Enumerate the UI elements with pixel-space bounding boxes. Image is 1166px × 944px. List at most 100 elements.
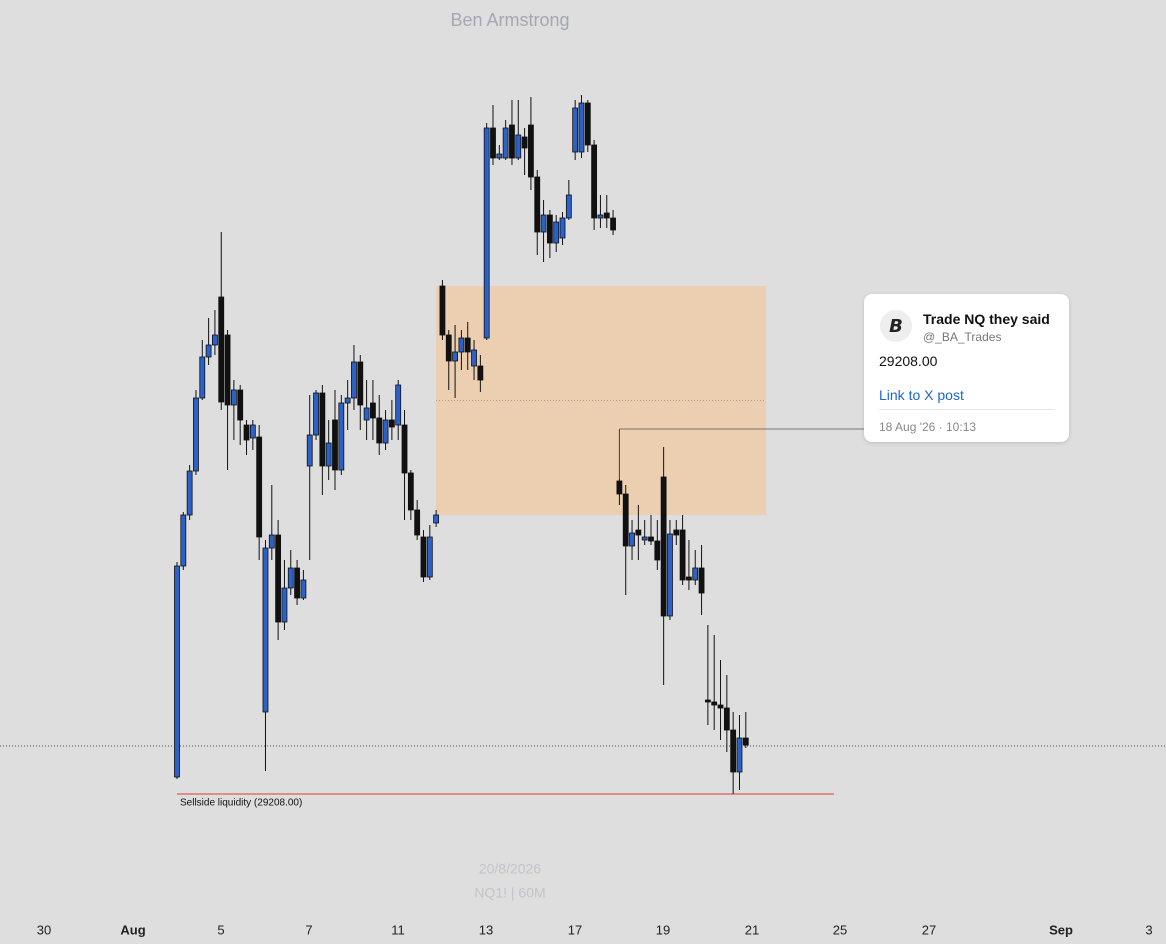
candles <box>174 95 749 794</box>
chart-title: Ben Armstrong <box>450 10 569 30</box>
candle-body <box>717 704 724 709</box>
post-card: B Trade NQ they said @_BA_Trades 29208.0… <box>864 294 1069 442</box>
candle-body <box>395 384 402 426</box>
candle-body <box>648 536 654 542</box>
candle-body <box>218 296 225 403</box>
candle-body <box>521 136 528 149</box>
candle-body <box>635 529 642 536</box>
candle-body <box>572 107 579 153</box>
candle-body <box>414 509 421 536</box>
candle-body <box>268 534 275 549</box>
candle-body <box>654 540 661 561</box>
candle-body <box>515 134 522 159</box>
candle-body <box>426 536 433 578</box>
candle-body <box>667 533 673 617</box>
candle-body <box>401 424 408 474</box>
candle-body <box>230 389 237 406</box>
candle-body <box>344 397 351 404</box>
candle-body <box>723 707 730 731</box>
candle-body <box>370 402 376 419</box>
logo: B <box>880 310 912 342</box>
candle-body <box>546 214 553 244</box>
candle-body <box>742 737 749 746</box>
candle-body <box>420 536 427 578</box>
candle-body <box>287 567 294 589</box>
x-tick-label: 21 <box>745 922 759 937</box>
candle-body <box>338 402 345 471</box>
candle-body <box>433 514 440 524</box>
candle-body <box>452 351 458 362</box>
candle-body <box>711 701 718 706</box>
post-handle: @_BA_Trades <box>923 330 1002 344</box>
candle-body <box>730 729 737 773</box>
svg-text:B: B <box>889 316 903 337</box>
candle-body <box>319 392 326 467</box>
candle-body <box>502 127 509 159</box>
candle-body <box>224 334 231 406</box>
candle-body <box>736 737 743 773</box>
post-link[interactable]: Link to X post <box>879 387 964 403</box>
candle-body <box>237 389 244 421</box>
candle-body <box>496 153 503 159</box>
candle-body <box>193 397 199 472</box>
candle-body <box>490 127 496 159</box>
candle-body <box>584 102 591 146</box>
post-date: 18 Aug '26 · 10:13 <box>879 420 977 434</box>
candle-body <box>300 579 307 599</box>
candle-body <box>407 472 414 511</box>
post-value: 29208.00 <box>879 353 938 369</box>
x-tick-label: 25 <box>833 922 847 937</box>
candle-body <box>616 480 623 495</box>
candle-body <box>351 361 357 399</box>
candle-body <box>660 476 667 617</box>
candle-body <box>388 419 395 428</box>
candle-body <box>376 417 383 444</box>
candle-body <box>483 127 490 339</box>
candle-body <box>180 514 187 567</box>
candle-body <box>603 212 610 219</box>
candle-body <box>256 436 263 538</box>
x-tick-label: Sep <box>1049 922 1073 937</box>
candle-body <box>679 529 686 581</box>
candle-body <box>332 419 338 471</box>
candle-body <box>540 214 547 233</box>
candle-body <box>199 356 206 399</box>
candle-body <box>597 214 604 219</box>
x-tick-label: Aug <box>120 922 145 937</box>
candle-body <box>262 547 269 713</box>
x-tick-label: 5 <box>217 922 224 937</box>
candle-body <box>174 565 180 778</box>
candle-body <box>382 419 389 444</box>
x-tick-label: 11 <box>391 922 405 937</box>
candle-body <box>212 334 218 346</box>
candle-body <box>641 536 648 541</box>
candle-body <box>629 532 635 547</box>
x-tick-label: 7 <box>305 922 312 937</box>
watermark-date: 20/8/2026 <box>479 861 541 877</box>
candle-body <box>622 493 629 547</box>
candle-body <box>439 285 446 336</box>
x-tick-label: 19 <box>656 922 670 937</box>
candle-body <box>692 567 699 581</box>
candle-body <box>281 587 288 623</box>
candle-body <box>553 221 560 244</box>
candle-body <box>205 344 212 358</box>
liquidity-label: Sellside liquidity (29208.00) <box>180 798 302 809</box>
candle-body <box>186 470 193 516</box>
candle-body <box>243 424 250 441</box>
candle-body <box>565 194 572 219</box>
candle-body <box>559 217 566 239</box>
candle-body <box>686 576 692 581</box>
candle-body <box>477 365 484 381</box>
candle-body <box>363 407 370 421</box>
candle-body <box>578 102 585 153</box>
x-tick-label: 30 <box>37 922 51 937</box>
x-tick-label: 17 <box>568 922 582 937</box>
candle-body <box>275 534 282 623</box>
x-tick-label: 3 <box>1145 922 1152 937</box>
post-name: Trade NQ they said <box>923 311 1050 327</box>
candle-body <box>325 442 332 467</box>
